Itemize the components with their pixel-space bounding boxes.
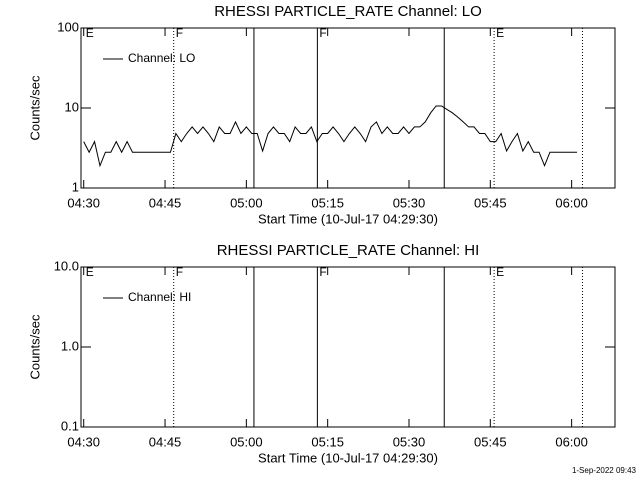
event-flag: E [86,265,94,279]
x-tick-label: 04:45 [149,434,182,449]
x-tick-label: 05:00 [230,195,263,210]
x-axis-label: Start Time (10-Jul-17 04:29:30) [258,450,438,465]
x-tick-label: 05:45 [474,434,507,449]
data-line [83,105,578,168]
chart-title: RHESSI PARTICLE_RATE Channel: HI [217,242,480,259]
x-tick-label: 06:00 [555,434,588,449]
legend-label: Channel: LO [128,51,195,65]
legend-label: Channel: HI [128,290,191,304]
event-flag: F [176,265,183,279]
event-flag: E [496,26,504,40]
y-tick-label: 10 [65,99,79,114]
chart-title: RHESSI PARTICLE_RATE Channel: LO [214,3,482,20]
x-tick-label: 04:30 [67,195,100,210]
y-tick-label: 1.0 [61,338,79,353]
x-tick-label: 06:00 [555,195,588,210]
x-tick-label: 05:30 [393,195,426,210]
event-flag: F [176,26,183,40]
x-tick-label: 05:15 [311,195,344,210]
event-flag: F [319,26,326,40]
event-flag: E [86,26,94,40]
y-tick-label: 0.1 [61,418,79,433]
event-flag: F [319,265,326,279]
y-axis-label: Counts/sec [27,75,42,141]
x-tick-label: 05:45 [474,195,507,210]
x-tick-label: 04:45 [149,195,182,210]
x-tick-label: 05:00 [230,434,263,449]
x-axis-label: Start Time (10-Jul-17 04:29:30) [258,211,438,226]
y-tick-label: 10.0 [54,258,79,273]
footer: 1-Sep-2022 09:43 [572,466,637,475]
y-tick-label: 1 [72,179,79,194]
x-tick-label: 05:30 [393,434,426,449]
event-flag: E [496,265,504,279]
y-axis-label: Counts/sec [27,314,42,380]
x-tick-label: 04:30 [67,434,100,449]
y-tick-label: 100 [57,19,79,34]
x-tick-label: 05:15 [311,434,344,449]
